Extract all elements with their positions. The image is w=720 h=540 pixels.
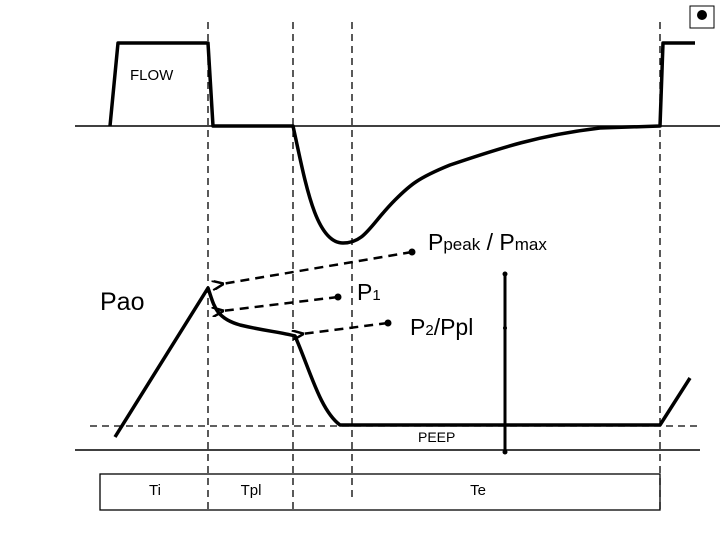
arrow bbox=[222, 295, 339, 311]
flow-curve bbox=[108, 41, 695, 245]
pao-curve bbox=[113, 286, 692, 438]
dot bbox=[384, 319, 392, 327]
ppeak-label: Ppeak / Pmax bbox=[428, 229, 547, 255]
dot bbox=[503, 326, 507, 330]
phase-label: Tpl bbox=[241, 482, 262, 499]
pao-label: Pao bbox=[100, 288, 144, 316]
p2-label: P2/Ppl bbox=[410, 314, 473, 340]
p1-label: P1 bbox=[357, 279, 381, 305]
dot bbox=[502, 449, 508, 455]
phase-label: Te bbox=[470, 482, 486, 499]
arrow bbox=[302, 321, 389, 334]
arrow bbox=[222, 250, 413, 284]
phase-label: Ti bbox=[149, 482, 161, 499]
flow-label: FLOW bbox=[130, 67, 174, 84]
dot bbox=[334, 293, 342, 301]
dot bbox=[502, 271, 508, 277]
dot bbox=[408, 248, 416, 256]
phase-table bbox=[99, 473, 661, 511]
peep-label: PEEP bbox=[418, 429, 455, 445]
logo bbox=[689, 5, 715, 29]
